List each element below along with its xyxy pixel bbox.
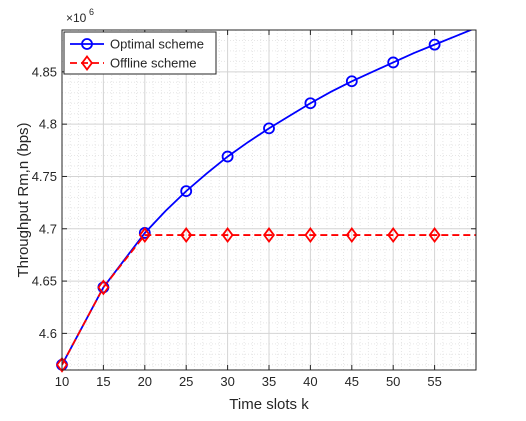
y-tick-label: 4.7 [39, 221, 57, 236]
x-tick-label: 25 [179, 374, 193, 389]
y-tick-label: 4.75 [32, 169, 57, 184]
offline-scheme-marker [428, 227, 441, 244]
optimal-scheme-marker [263, 122, 275, 135]
y-tick-label: 4.8 [39, 117, 57, 132]
x-tick-label: 35 [262, 374, 276, 389]
offline-scheme-marker [304, 227, 317, 244]
x-tick-label: 20 [138, 374, 152, 389]
legend-entry-optimal-scheme: Optimal scheme [70, 37, 204, 52]
y-axis-title: Throughput Rm,n (bps) [15, 122, 32, 277]
x-axis-title: Time slots k [229, 396, 309, 413]
legend: Optimal scheme Offline scheme [63, 31, 217, 75]
optimal-scheme-marker [387, 56, 400, 69]
offline-scheme-marker [180, 227, 193, 244]
x-tick-label: 40 [303, 374, 317, 389]
legend-marker-sample [81, 38, 93, 50]
x-tick-label: 15 [96, 374, 110, 389]
y-axis-multiplier-exponent: 6 [89, 7, 94, 17]
x-tick-label: 55 [427, 374, 441, 389]
offline-scheme-marker [345, 227, 358, 244]
x-tick-label: 50 [386, 374, 400, 389]
series-layer [56, 30, 476, 373]
legend-entry-offline-scheme: Offline scheme [70, 55, 196, 71]
optimal-scheme-marker [345, 75, 358, 88]
y-tick-label: 4.6 [39, 326, 57, 341]
offline-scheme-marker [221, 227, 234, 244]
offline-scheme-marker [97, 279, 110, 296]
optimal-scheme-marker [180, 185, 193, 198]
optimal-scheme-marker [304, 97, 317, 110]
legend-marker-sample [81, 55, 93, 71]
offline-scheme-line [62, 234, 476, 366]
legend-label: Offline scheme [110, 56, 196, 71]
offline-scheme-marker [56, 356, 68, 373]
offline-scheme-markers [56, 227, 441, 373]
offline-scheme-series [62, 234, 476, 366]
optimal-scheme-marker [428, 38, 441, 51]
y-axis-multiplier: ×10 [66, 11, 87, 25]
offline-scheme-marker [387, 227, 400, 244]
axis-tick-labels: 10 15 20 25 30 35 40 45 50 55 4.6 4.65 4.7 4.75 4.8 4.8… [32, 64, 442, 389]
offline-scheme-marker [138, 227, 151, 244]
x-tick-label: 45 [345, 374, 359, 389]
y-tick-label: 4.65 [32, 274, 57, 289]
offline-scheme-marker [263, 227, 275, 244]
optimal-scheme-marker [221, 150, 234, 163]
legend-label: Optimal scheme [110, 37, 204, 52]
x-tick-label: 30 [220, 374, 234, 389]
x-tick-label: 10 [55, 374, 69, 389]
y-tick-label: 4.85 [32, 64, 57, 79]
